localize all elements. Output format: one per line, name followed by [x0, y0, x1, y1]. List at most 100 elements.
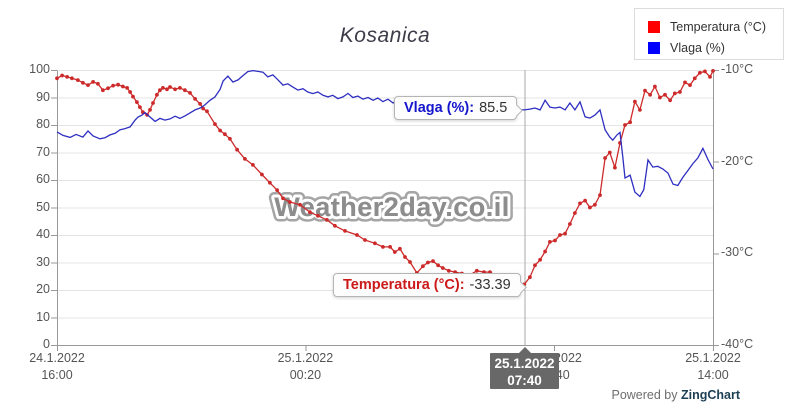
temperatura-data-point	[151, 101, 155, 105]
temperatura-data-point	[643, 88, 647, 93]
temperatura-data-point	[81, 80, 85, 85]
y-left-tick-label: 90	[36, 89, 50, 104]
temperatura-data-point	[672, 91, 677, 96]
temperatura-data-point	[392, 250, 397, 254]
temperatura-data-point	[663, 92, 667, 97]
temperatura-data-point	[96, 81, 100, 86]
temperatura-data-point	[106, 86, 110, 91]
temperatura-data-point	[593, 202, 597, 207]
temperatura-data-point	[533, 263, 537, 268]
watermark-text: Weather2day.co.il	[274, 192, 510, 222]
legend-item-vlaga-label: Vlaga (%)	[670, 40, 725, 55]
temperatura-data-point	[183, 88, 187, 93]
temperatura-data-point	[607, 150, 612, 155]
temperatura-swatch-icon	[648, 20, 660, 33]
temperatura-data-point	[638, 108, 642, 112]
temperatura-data-point	[165, 87, 169, 92]
temperatura-data-point	[446, 268, 451, 273]
temperatura-data-point	[698, 70, 702, 75]
temperatura-data-point	[193, 97, 198, 101]
temperatura-data-point	[308, 210, 312, 215]
temperatura-data-point	[121, 84, 125, 89]
temperatura-data-point	[205, 109, 209, 114]
powered-by: Powered by ZingChart	[0, 388, 740, 402]
legend-item-vlaga[interactable]: Vlaga (%)	[648, 37, 783, 58]
temperatura-data-point	[598, 193, 602, 198]
vlaga-series-line	[56, 69, 714, 198]
temperatura-data-point	[173, 87, 178, 92]
temperatura-data-point	[333, 223, 337, 228]
temperatura-data-point	[198, 102, 203, 106]
powered-by-prefix: Powered by	[611, 388, 681, 402]
zingchart-link[interactable]: ZingChart	[680, 388, 740, 402]
y-right-tick-label: -30°C	[721, 245, 754, 260]
temperatura-data-point	[86, 83, 90, 87]
x-axis-tick-label: 25.1.2022 00:20	[277, 351, 334, 382]
temperatura-data-point	[76, 78, 80, 82]
temperatura-data-point	[223, 132, 227, 137]
temperatura-data-point	[60, 73, 64, 78]
y-left-tick-label: 60	[36, 172, 50, 186]
temperatura-data-point	[111, 83, 115, 88]
temperatura-data-point	[148, 108, 152, 112]
y-left-tick-label: 100	[29, 62, 50, 76]
temperatura-tooltip: Temperatura (°C): -33.39	[333, 273, 527, 297]
crosshair-time: 07:40	[507, 373, 542, 388]
temperatura-data-point	[178, 86, 182, 90]
temperatura-data-point	[138, 105, 142, 109]
temperatura-data-point	[55, 76, 59, 81]
vlaga-tooltip-label: Vlaga (%):	[404, 100, 475, 116]
temperatura-data-point	[101, 88, 105, 93]
temperatura-data-point	[251, 163, 255, 167]
temperatura-data-point	[683, 80, 687, 85]
temperatura-data-point	[578, 201, 582, 206]
temperatura-tooltip-label: Temperatura (°C):	[343, 277, 465, 293]
temperatura-data-point	[568, 222, 572, 226]
y-left-tick-label: 30	[36, 254, 50, 269]
watermark-text: Weather2day.co.il	[274, 192, 510, 222]
legend-item-temperatura[interactable]: Temperatura (°C)	[648, 16, 783, 37]
temperatura-data-point	[688, 83, 692, 87]
temperatura-data-point	[692, 76, 697, 81]
y-left-tick-label: 10	[36, 309, 50, 324]
temperatura-data-point	[158, 88, 162, 93]
temperatura-data-point	[288, 200, 292, 204]
y-left-tick-label: 40	[36, 227, 50, 241]
temperatura-data-point	[603, 156, 607, 160]
y-right-tick-label: -40°C	[721, 337, 754, 351]
temperatura-data-point	[235, 147, 240, 152]
temperatura-data-point	[275, 188, 279, 193]
crosshair-date: 25.1.2022	[494, 356, 555, 371]
watermark-text: Weather2day.co.il	[274, 192, 510, 222]
temperatura-data-point	[268, 180, 272, 185]
temperatura-data-point	[316, 213, 320, 218]
x-axis-tick-label: 24.1.2022 16:00	[29, 351, 85, 382]
temperatura-data-point	[201, 106, 206, 111]
legend: Temperatura (°C) Vlaga (%)	[634, 8, 784, 60]
temperatura-data-point	[474, 268, 479, 273]
temperatura-data-point	[281, 196, 285, 201]
temperatura-data-point	[343, 229, 347, 233]
temperatura-data-point	[426, 260, 430, 265]
temperatura-data-point	[70, 76, 74, 81]
temperatura-data-point	[161, 86, 165, 90]
temperatura-data-point	[553, 238, 557, 243]
temperatura-data-point	[218, 128, 223, 133]
temperatura-data-point	[558, 233, 562, 237]
temperatura-data-point	[708, 75, 712, 79]
temperatura-series-line	[56, 70, 714, 286]
temperatura-data-point	[613, 165, 617, 170]
y-left-tick-label: 50	[36, 199, 50, 214]
temperatura-data-point	[355, 233, 359, 237]
temperatura-data-point	[668, 98, 672, 103]
temperatura-data-point	[243, 157, 247, 161]
temperatura-data-point	[658, 95, 662, 100]
temperatura-tooltip-value: -33.39	[469, 277, 511, 293]
temperatura-data-point	[588, 205, 592, 210]
temperatura-data-point	[548, 240, 552, 244]
temperatura-data-point	[563, 231, 567, 236]
temperatura-data-point	[421, 264, 425, 269]
temperatura-data-point	[128, 90, 133, 94]
